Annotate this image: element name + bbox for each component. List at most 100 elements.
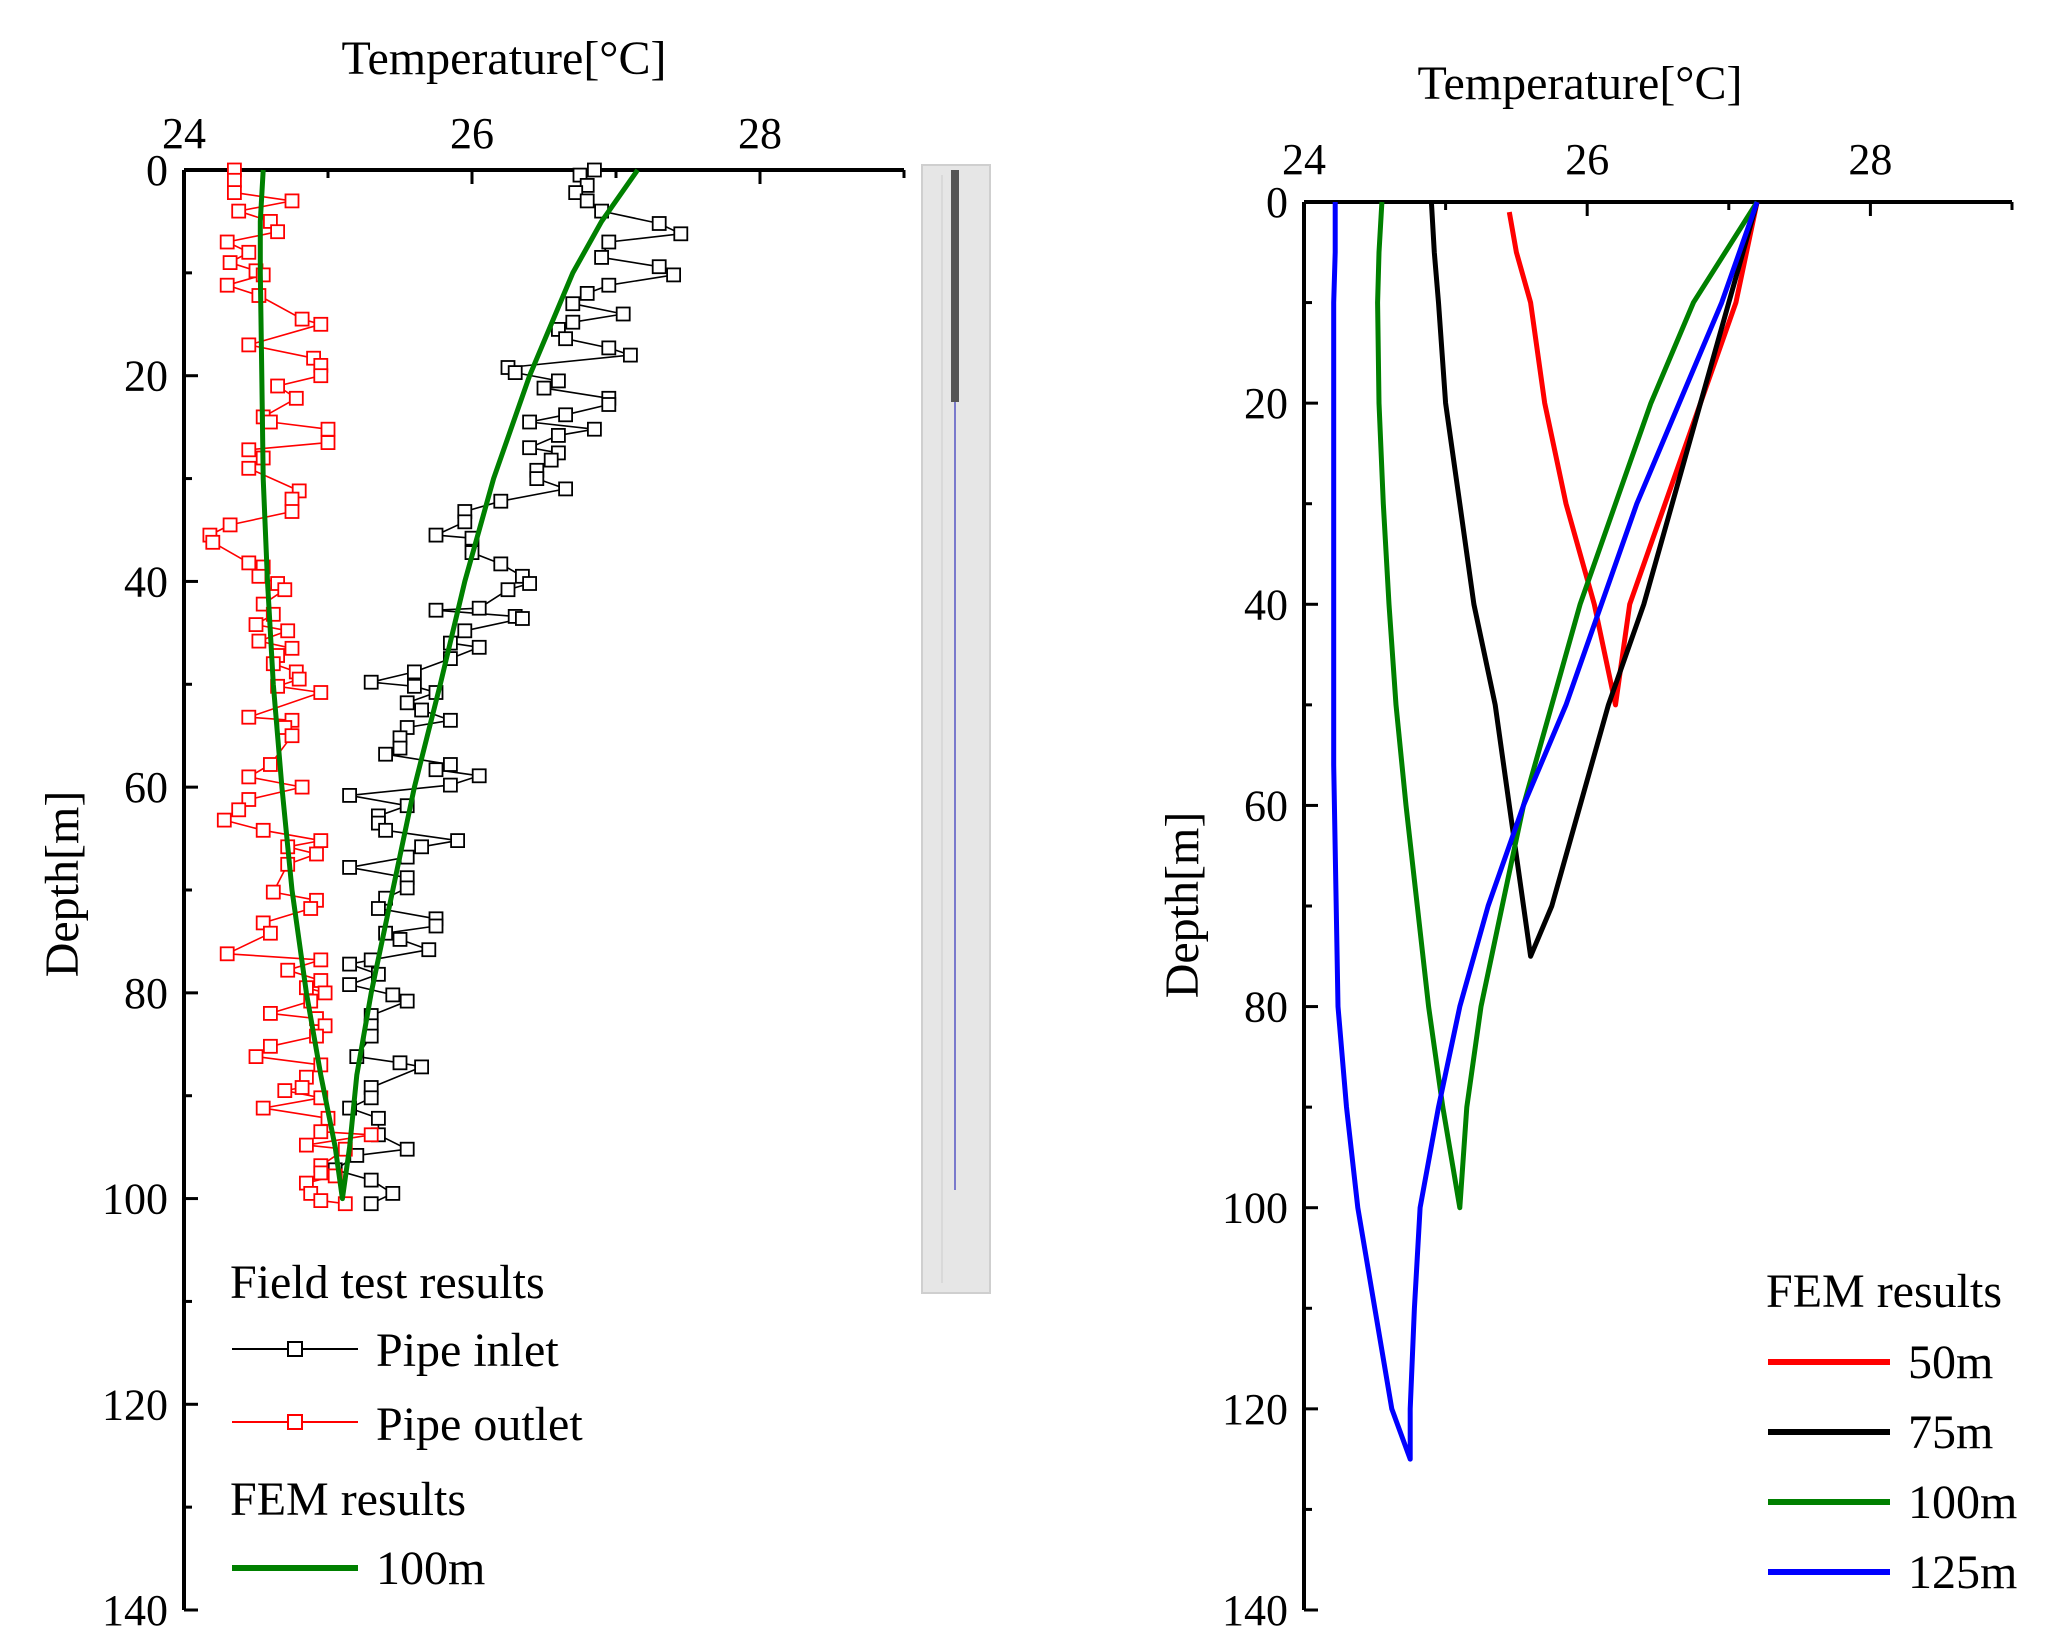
left-series-pipe-outlet-point (262, 1038, 278, 1054)
left-series-pipe-inlet-point (601, 277, 617, 293)
left-series-pipe-inlet-point (414, 702, 430, 718)
left-series-pipe-inlet-point (457, 514, 473, 530)
right-legend-label-50m: 50m (1908, 1336, 1993, 1389)
left-series-pipe-inlet-point (536, 380, 552, 396)
left-y-tick-label: 140 (102, 1586, 168, 1635)
left-series-pipe-inlet-point (543, 452, 559, 468)
left-series-pipe-outlet-point (222, 255, 238, 271)
left-series-pipe-inlet-point (651, 216, 667, 231)
left-series-pipe-inlet-point (471, 639, 487, 655)
right-y-tick-label: 140 (1222, 1586, 1288, 1635)
left-series-pipe-inlet-point (623, 347, 638, 363)
left-series-pipe-inlet-point (651, 259, 667, 275)
left-series-pipe-inlet-point (587, 162, 602, 178)
left-series-pipe-inlet-point (450, 833, 466, 848)
left-legend-swatch-inlet-marker (287, 1341, 303, 1357)
left-tick-labels: 24 26 28 0 20 40 60 80 100 120 140 (102, 109, 782, 1635)
right-series (1331, 200, 1760, 1462)
left-series-pipe-inlet-point (370, 1110, 386, 1126)
left-series-pipe-inlet-point (565, 296, 581, 312)
left-series-pipe-outlet-point (241, 769, 257, 785)
left-series-pipe-inlet-point (399, 880, 415, 896)
left-chart: Temperature[°C] Depth[m] 24 26 28 0 20 40 60 80… (36, 32, 991, 1635)
left-y-tick-label: 60 (124, 763, 168, 812)
left-series-pipe-outlet-point (265, 884, 281, 900)
left-series-pipe-outlet-point (313, 368, 329, 384)
left-series-pipe-outlet-point (298, 1137, 314, 1153)
borehole-illustration (921, 164, 991, 1294)
left-series-pipe-inlet-point (399, 695, 415, 711)
left-series-pipe-inlet-point (342, 860, 358, 875)
left-series-pipe-outlet-point (231, 203, 247, 219)
left-series-pipe-inlet-point (414, 839, 430, 855)
left-series-pipe-inlet-point (551, 427, 566, 443)
left-series-pipe-inlet-point (529, 471, 545, 487)
left-series-pipe-outlet-point (262, 1006, 278, 1021)
left-series-pipe-inlet-point (666, 267, 681, 283)
left-series-pipe-outlet-line (209, 170, 373, 1205)
left-series-pipe-inlet-point (558, 481, 573, 497)
left-series-pipe-inlet-point (579, 193, 595, 209)
right-tick-labels: 24 26 28 0 20 40 60 80 100 120 140 (1222, 135, 1892, 1635)
left-series-pipe-outlet-point (313, 952, 329, 968)
left-series-pipe-inlet-point (471, 600, 487, 616)
left-x-tick-label: 26 (450, 109, 494, 158)
right-y-tick-label: 120 (1222, 1385, 1288, 1434)
left-y-tick-label: 120 (102, 1380, 168, 1429)
right-series-75m-line (1428, 201, 1760, 959)
left-series-pipe-outlet-point (219, 946, 235, 962)
left-legend-group-field: Field test results (230, 1256, 545, 1309)
left-series-pipe-inlet-point (406, 678, 422, 694)
left-axes (182, 168, 906, 1612)
left-y-tick-label: 100 (102, 1175, 168, 1224)
right-chart: Temperature[°C] Depth[m] 24 26 28 0 20 40 60 80… (1156, 57, 2017, 1635)
left-series-pipe-outlet-point (255, 822, 271, 838)
left-series-pipe-inlet-point (399, 1141, 415, 1157)
left-x-axis-title: Temperature[°C] (341, 32, 666, 85)
left-series-pipe-inlet-point (471, 768, 487, 784)
left-series-fem-100m-line (257, 168, 640, 1202)
right-legend-group-fem: FEM results (1766, 1265, 2002, 1318)
left-series-pipe-outlet-point (320, 435, 336, 451)
right-legend-label-125m: 125m (1908, 1546, 2017, 1599)
left-series-pipe-outlet-point (216, 812, 232, 828)
left-series-pipe-inlet-point (673, 226, 689, 242)
left-legend-group-fem: FEM results (230, 1473, 466, 1526)
left-series-pipe-inlet-point (587, 421, 602, 437)
left-series-pipe-outlet-point (313, 833, 329, 848)
left-series-pipe-inlet-point (551, 373, 566, 389)
left-series-pipe-inlet-point (522, 414, 537, 430)
left-legend-label-outlet: Pipe outlet (376, 1398, 583, 1451)
left-series-pipe-outlet-point (255, 1100, 271, 1116)
left-series-pipe-inlet-point (342, 788, 358, 803)
left-series-pipe-inlet-point (428, 762, 444, 778)
left-series-pipe-outlet-point (294, 311, 310, 327)
left-series-pipe-outlet-point (241, 337, 257, 353)
right-axes (1302, 200, 2014, 1612)
left-y-axis-title: Depth[m] (36, 791, 89, 978)
left-series-pipe-inlet-point (428, 918, 444, 934)
left-y-tick-label: 40 (124, 557, 168, 606)
left-series-pipe-outlet-point (277, 1083, 293, 1098)
left-series-pipe-outlet-point (222, 517, 238, 533)
left-series-pipe-inlet-point (385, 987, 401, 1003)
left-series-pipe-outlet-point (270, 378, 286, 394)
left-series-pipe-outlet-point (241, 555, 257, 571)
right-x-tick-label: 28 (1848, 135, 1892, 184)
left-series-pipe-inlet-point (363, 1196, 379, 1212)
left-series-pipe-inlet-point (363, 674, 379, 690)
left-series-pipe-outlet-point (219, 234, 235, 250)
left-series-pipe-outlet-point (248, 617, 264, 632)
right-x-axis-title: Temperature[°C] (1417, 57, 1742, 110)
left-legend-swatch-outlet-marker (287, 1414, 303, 1430)
left-series-pipe-outlet-point (277, 582, 293, 598)
left-x-tick-label: 28 (738, 109, 782, 158)
left-series-pipe-inlet-point (421, 942, 437, 958)
left-series-pipe-inlet-point (378, 822, 394, 838)
left-series-pipe-outlet-point (313, 1165, 329, 1181)
left-series-pipe-outlet-point (320, 421, 336, 437)
left-legend-label-inlet: Pipe inlet (376, 1324, 559, 1377)
left-series-pipe-outlet-point (280, 962, 296, 978)
